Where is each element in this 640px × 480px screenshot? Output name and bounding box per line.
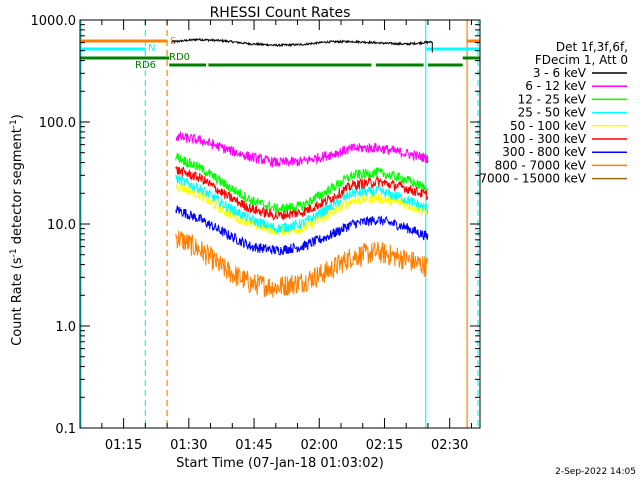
legend-label: 100 - 300 keV	[502, 132, 586, 146]
series-line	[175, 174, 429, 234]
y-axis-label-exp2: -1	[9, 119, 19, 128]
flag-label-night: N	[148, 43, 155, 54]
flag-label-rd0: RD0	[169, 52, 190, 63]
y-axis-label-exp: -1	[9, 248, 19, 257]
x-tick-label: 02:30	[431, 438, 468, 453]
chart-title: RHESSI Count Rates	[210, 5, 351, 21]
y-axis-label-end: )	[10, 114, 25, 119]
legend-label: 7000 - 15000 keV	[479, 172, 586, 186]
y-tick-label: 0.1	[55, 422, 76, 437]
x-axis-label: Start Time (07-Jan-18 01:03:02)	[176, 456, 384, 471]
x-tick-label: 01:15	[105, 438, 142, 453]
legend-header-line1: Det 1f,3f,6f,	[556, 40, 628, 54]
legend-label: 50 - 100 keV	[510, 119, 587, 133]
y-axis: 1000.0 100.0 10.0 1.0 0.1	[31, 14, 480, 437]
series-line	[175, 166, 429, 221]
legend-label: 25 - 50 keV	[518, 106, 587, 120]
vertical-markers	[80, 20, 479, 428]
series-line	[175, 152, 429, 215]
series-group	[171, 37, 433, 298]
legend-label: 300 - 800 keV	[502, 145, 586, 159]
x-tick-label: 01:45	[235, 438, 272, 453]
footer-timestamp: 2-Sep-2022 14:05	[555, 467, 636, 477]
series-line	[175, 230, 429, 298]
legend-header-line2: FDecim 1, Att 0	[535, 53, 628, 67]
series-line	[171, 37, 433, 48]
y-tick-label: 1000.0	[31, 14, 77, 29]
legend-label: 6 - 12 keV	[525, 79, 587, 93]
y-tick-label: 1.0	[55, 320, 76, 335]
y-axis-label-main: Count Rate (s	[10, 257, 25, 346]
y-tick-label: 100.0	[39, 116, 76, 131]
legend-label: 800 - 7000 keV	[495, 158, 587, 172]
x-tick-label: 02:00	[301, 438, 338, 453]
legend-label: 12 - 25 keV	[518, 92, 587, 106]
legend-label: 3 - 6 keV	[533, 66, 587, 80]
legend: Det 1f,3f,6f, FDecim 1, Att 0 3 - 6 keV6…	[479, 40, 628, 186]
series-line	[175, 183, 428, 237]
x-tick-label: 02:15	[366, 438, 403, 453]
y-axis-label-tail: detector segment	[10, 128, 25, 248]
x-tick-label: 01:30	[170, 438, 207, 453]
y-axis-label: Count Rate (s-1 detector segment-1)	[9, 114, 25, 346]
x-axis: 01:15 01:30 01:45 02:00 02:15 02:30	[101, 20, 472, 453]
series-line	[175, 205, 429, 256]
y-tick-label: 10.0	[47, 218, 76, 233]
series-line	[175, 130, 429, 169]
flag-label-rd6: RD6	[135, 60, 156, 71]
